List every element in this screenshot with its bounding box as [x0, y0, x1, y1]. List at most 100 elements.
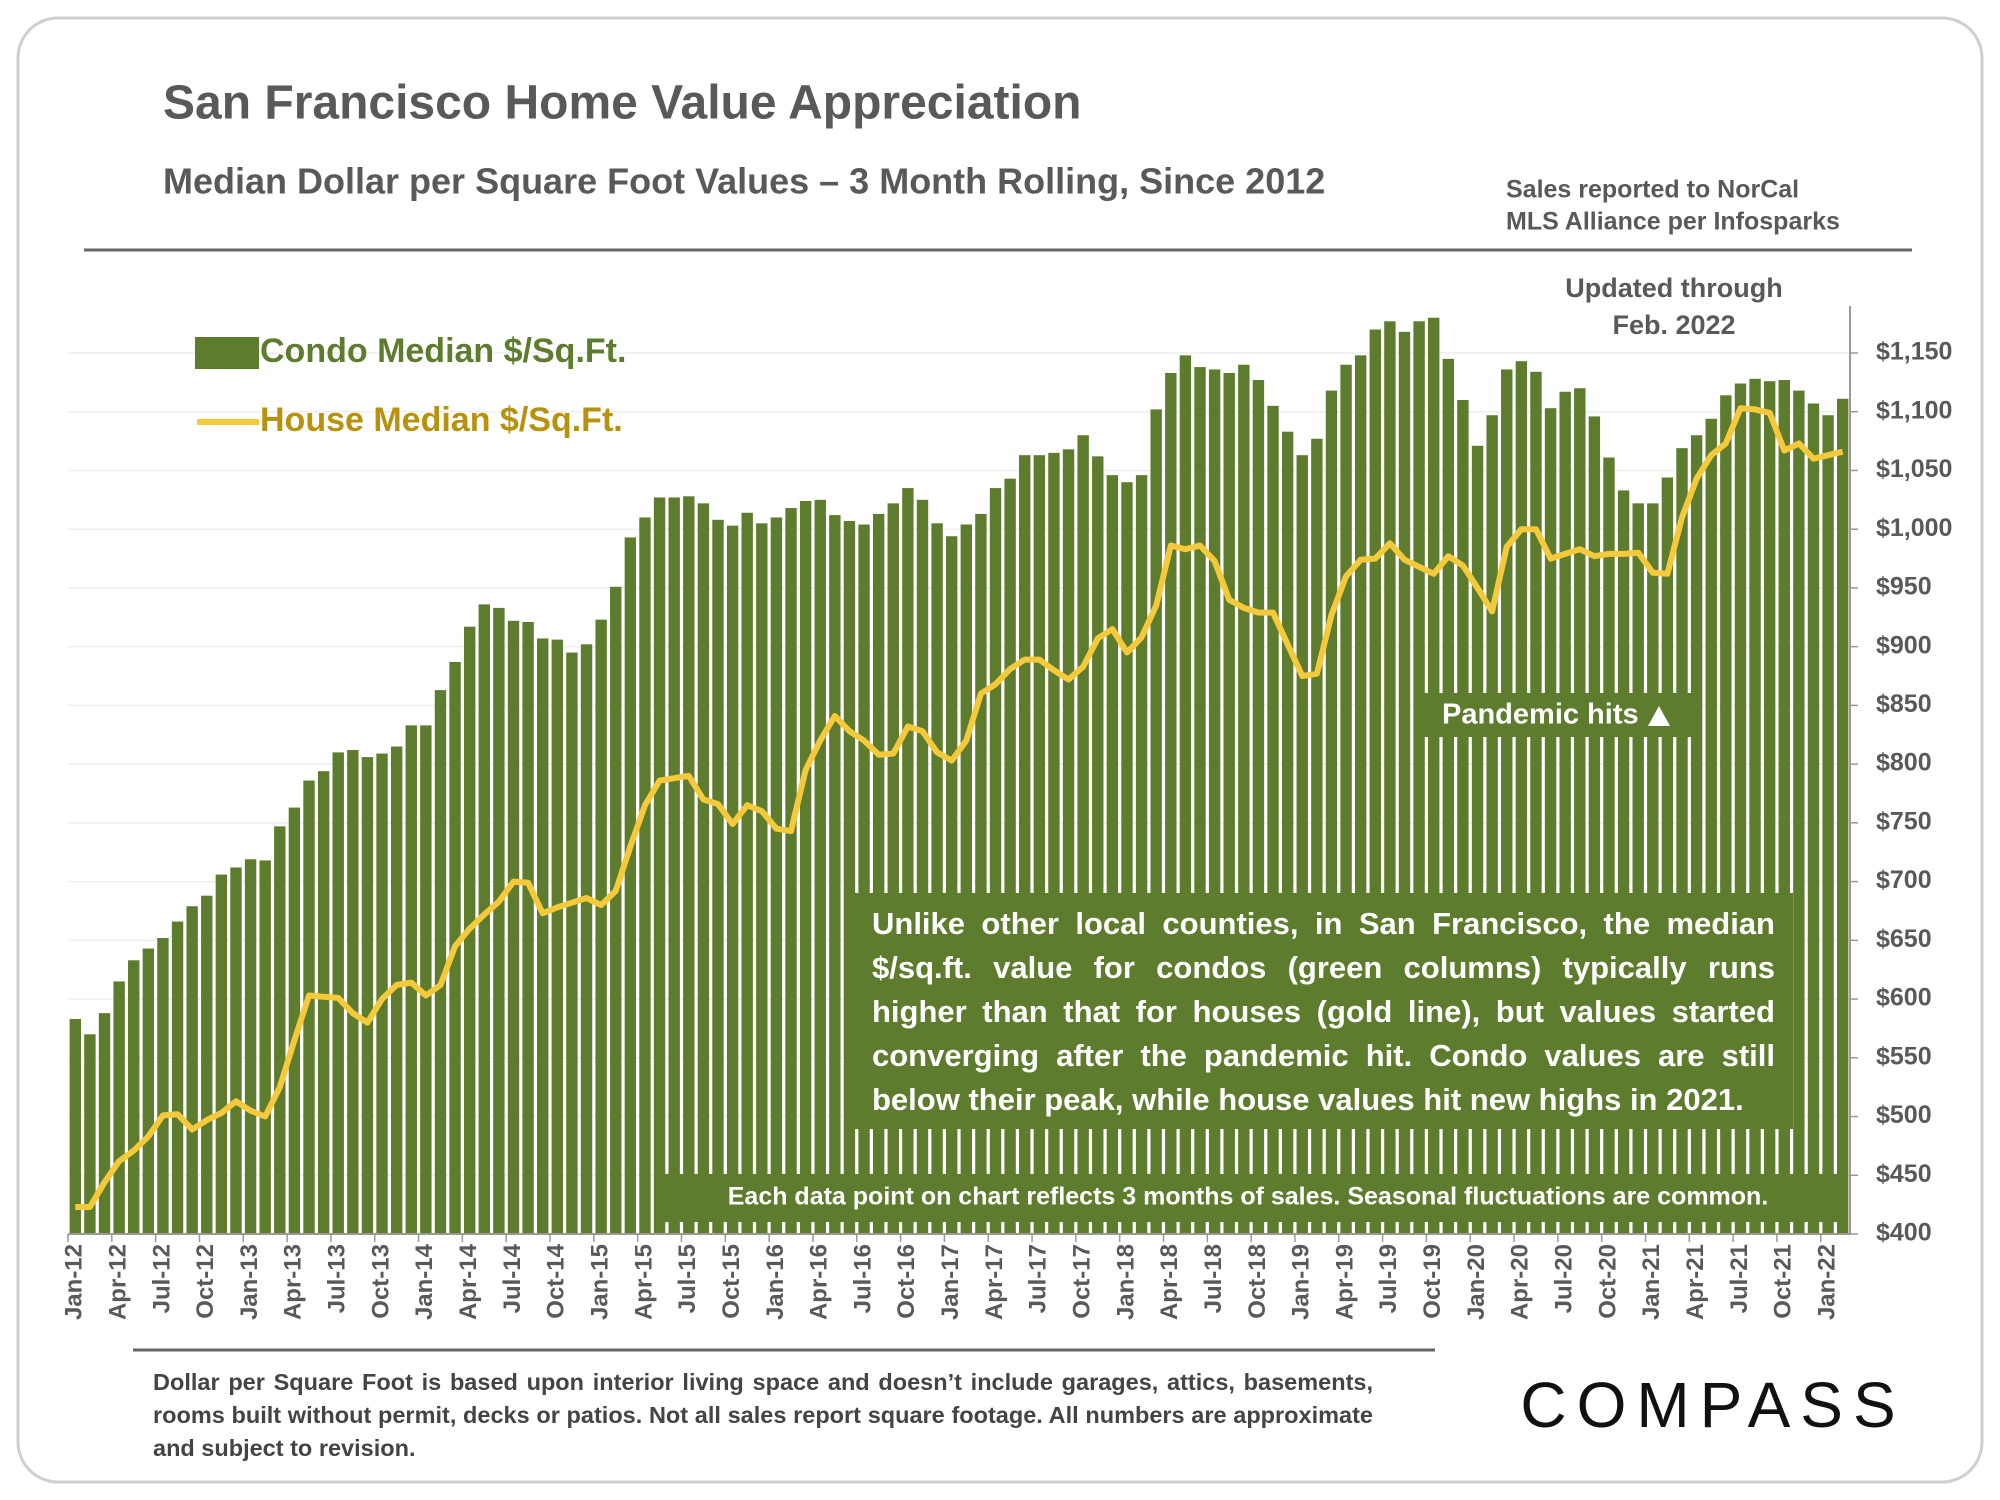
x-tick-label: Jul-17 — [1025, 1244, 1052, 1313]
bar — [1559, 391, 1571, 1234]
x-tick-label: Oct-21 — [1770, 1244, 1797, 1319]
bar — [1296, 455, 1308, 1234]
bar — [1165, 372, 1177, 1234]
bar — [1121, 482, 1133, 1235]
bar — [1442, 358, 1455, 1235]
brand-logo: COMPASS — [1520, 1369, 1905, 1441]
bar — [376, 753, 388, 1234]
x-tick-label: Apr-18 — [1156, 1244, 1183, 1320]
bar — [1617, 490, 1630, 1235]
bar — [186, 906, 198, 1234]
footnote: Dollar per Square Foot is based upon int… — [153, 1369, 1373, 1461]
x-tick-label: Oct-16 — [893, 1244, 920, 1319]
bar — [989, 488, 1002, 1235]
x-tick-label: Jul-15 — [674, 1244, 701, 1313]
bar — [1223, 372, 1235, 1234]
bar — [1325, 390, 1338, 1234]
bar — [1135, 475, 1148, 1234]
x-tick-label: Jul-21 — [1726, 1244, 1753, 1313]
y-tick-label: $850 — [1876, 690, 1932, 718]
legend-label: House Median $/Sq.Ft. — [260, 401, 623, 439]
x-tick-label: Oct-15 — [718, 1244, 745, 1319]
bar — [1194, 367, 1206, 1234]
x-tick-label: Jan-20 — [1463, 1244, 1490, 1320]
bar — [1705, 418, 1717, 1234]
bar — [507, 620, 520, 1234]
bar — [653, 497, 666, 1235]
y-tick-label: $800 — [1876, 749, 1932, 777]
bar — [1676, 448, 1688, 1234]
bar — [230, 867, 242, 1234]
bar — [902, 488, 914, 1235]
source-note: Sales reported to NorCal — [1506, 176, 1799, 204]
bar — [580, 644, 593, 1234]
legend-swatch — [195, 337, 259, 369]
y-tick-label: $1,050 — [1876, 455, 1952, 483]
bar — [1398, 331, 1411, 1235]
y-tick-label: $550 — [1876, 1042, 1932, 1070]
bar — [683, 496, 695, 1235]
bar — [785, 508, 797, 1235]
bar — [1690, 435, 1703, 1234]
bar — [390, 746, 403, 1234]
bar — [1369, 329, 1381, 1235]
bar — [770, 517, 783, 1234]
bar — [814, 499, 826, 1235]
bar — [201, 895, 213, 1234]
y-tick-label: $750 — [1876, 807, 1932, 835]
y-tick-label: $1,100 — [1876, 396, 1952, 424]
y-tick-label: $500 — [1876, 1101, 1932, 1129]
pandemic-annotation: Pandemic hits — [1442, 699, 1639, 731]
bar — [1778, 380, 1790, 1234]
bar — [595, 619, 607, 1234]
bar — [142, 948, 155, 1234]
x-tick-label: Jul-13 — [324, 1244, 351, 1313]
updated-note: Feb. 2022 — [1612, 310, 1735, 340]
bar — [1150, 409, 1162, 1234]
bar — [1807, 403, 1820, 1234]
x-tick-label: Jan-12 — [61, 1244, 88, 1320]
bar — [1837, 398, 1849, 1234]
bar — [478, 604, 490, 1234]
bar — [1281, 431, 1294, 1234]
bar — [1515, 361, 1528, 1235]
explanation: Unlike other local counties, in San Fran… — [872, 906, 1775, 1117]
x-tick-label: Jan-13 — [236, 1244, 263, 1320]
x-tick-label: Apr-17 — [981, 1244, 1008, 1320]
bar — [1632, 503, 1644, 1235]
bar — [1208, 369, 1221, 1234]
x-tick-label: Apr-21 — [1682, 1244, 1709, 1320]
data-note: Each data point on chart reflects 3 mont… — [728, 1183, 1769, 1211]
bar — [697, 503, 710, 1235]
x-tick-label: Oct-17 — [1068, 1244, 1095, 1319]
bar — [434, 690, 447, 1234]
bar — [84, 1034, 96, 1234]
bar — [98, 1013, 111, 1234]
bar — [1267, 405, 1279, 1234]
bar — [420, 725, 432, 1234]
bar — [1720, 395, 1732, 1234]
x-tick-label: Apr-16 — [806, 1244, 833, 1320]
bar — [1501, 369, 1513, 1234]
bar — [493, 607, 505, 1234]
bar — [726, 525, 739, 1234]
bar — [916, 499, 929, 1235]
bar — [1471, 445, 1484, 1234]
bar — [551, 639, 564, 1234]
bar — [1048, 452, 1060, 1234]
y-tick-label: $600 — [1876, 984, 1932, 1012]
x-tick-label: Oct-20 — [1594, 1244, 1621, 1319]
bar — [1661, 477, 1674, 1234]
bar — [1734, 383, 1747, 1234]
bar — [215, 874, 228, 1234]
y-tick-label: $450 — [1876, 1160, 1932, 1188]
bar — [1106, 475, 1119, 1234]
y-tick-label: $400 — [1876, 1219, 1932, 1247]
bar — [1530, 371, 1542, 1234]
x-tick-label: Jan-19 — [1288, 1244, 1315, 1320]
y-tick-label: $1,000 — [1876, 514, 1952, 542]
bar — [1574, 388, 1586, 1234]
bar — [858, 524, 870, 1234]
